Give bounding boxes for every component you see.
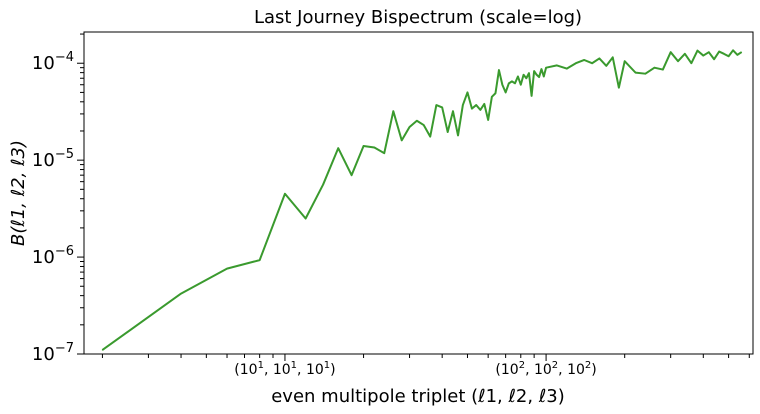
chart-title: Last Journey Bispectrum (scale=log): [254, 7, 582, 28]
data-point: [644, 73, 646, 75]
data-point: [441, 106, 443, 109]
y-tick-label: 10−7: [32, 341, 74, 365]
x-axis: (101, 101, 101) (102, 102, 102): [101, 354, 750, 378]
data-point: [598, 57, 600, 60]
data-point: [416, 120, 418, 122]
data-point: [530, 95, 533, 97]
data-point: [690, 62, 692, 64]
x-tick-label: (102, 102, 102): [495, 360, 596, 378]
series-line-bispectrum: [101, 49, 743, 351]
data-point: [487, 119, 489, 121]
data-point: [732, 49, 734, 51]
data-point: [284, 193, 286, 195]
data-point: [505, 91, 507, 94]
data-point: [605, 65, 607, 67]
y-tick-label: 10−6: [32, 244, 74, 268]
data-point: [226, 268, 228, 270]
data-point: [483, 103, 485, 105]
data-point: [101, 349, 104, 351]
x-axis-label-text: even multipole triplet (ℓ1, ℓ2, ℓ3): [271, 386, 565, 407]
y-tick-label: 10−4: [32, 50, 74, 74]
data-point: [471, 108, 473, 110]
data-point: [677, 60, 679, 62]
data-point: [408, 126, 411, 128]
data-point: [718, 50, 720, 53]
data-point: [498, 69, 500, 71]
data-point: [528, 72, 530, 74]
data-point: [423, 124, 425, 126]
data-point: [740, 51, 743, 53]
data-point: [466, 91, 469, 94]
data-point: [383, 152, 385, 154]
data-point: [708, 51, 710, 53]
data-point: [696, 50, 699, 52]
data-point: [501, 84, 503, 86]
data-point: [479, 109, 481, 111]
data-point: [373, 146, 375, 149]
data-point: [591, 62, 593, 64]
data-point: [491, 96, 493, 98]
y-tick-label: 10−5: [32, 147, 74, 171]
data-point: [543, 75, 545, 78]
data-point: [351, 174, 353, 176]
data-point: [536, 74, 538, 76]
data-point: [566, 68, 568, 70]
data-point: [447, 131, 449, 133]
data-point: [624, 60, 626, 62]
data-point: [670, 51, 672, 53]
x-tick-label: (101, 101, 101): [234, 360, 335, 378]
data-point: [180, 292, 182, 295]
data-point: [618, 87, 620, 89]
y-axis-label: B(ℓ1, ℓ2, ℓ3): [8, 140, 29, 246]
data-point: [401, 139, 403, 141]
data-point: [713, 58, 715, 60]
data-point: [362, 145, 365, 147]
data-point: [702, 54, 704, 57]
data-point: [475, 104, 477, 106]
data-point: [514, 82, 516, 84]
data-point: [545, 67, 547, 69]
data-point: [723, 53, 725, 55]
data-point: [612, 56, 614, 58]
data-point: [508, 82, 510, 84]
data-point: [392, 110, 394, 112]
data-point: [575, 62, 577, 64]
data-point: [634, 72, 637, 74]
data-point: [684, 53, 686, 55]
data-point: [429, 136, 431, 138]
data-point: [540, 68, 543, 70]
data-point: [494, 92, 497, 94]
data-point: [556, 64, 558, 66]
data-point: [517, 75, 519, 78]
data-point: [736, 54, 738, 56]
x-axis-label: even multipole triplet (ℓ1, ℓ2, ℓ3): [271, 386, 565, 407]
data-point: [457, 134, 459, 137]
data-point: [435, 104, 437, 106]
data-point: [728, 55, 730, 57]
data-point: [259, 259, 261, 261]
data-point: [322, 183, 324, 186]
series-layer: [101, 49, 743, 351]
data-point: [305, 217, 307, 220]
data-point: [662, 68, 664, 71]
data-point: [533, 70, 535, 72]
data-point: [452, 110, 454, 112]
data-point: [583, 59, 585, 61]
data-point: [462, 104, 464, 106]
y-axis-label-text: B(ℓ1, ℓ2, ℓ3): [8, 140, 29, 246]
data-point: [520, 84, 522, 86]
y-axis: 10−7 10−6 10−5 10−4: [32, 33, 84, 365]
plot-area: [83, 31, 754, 355]
data-point: [653, 67, 656, 69]
data-point: [525, 77, 527, 79]
data-point: [522, 74, 525, 76]
data-point: [511, 80, 513, 82]
data-point: [538, 76, 540, 78]
data-point: [337, 147, 339, 149]
